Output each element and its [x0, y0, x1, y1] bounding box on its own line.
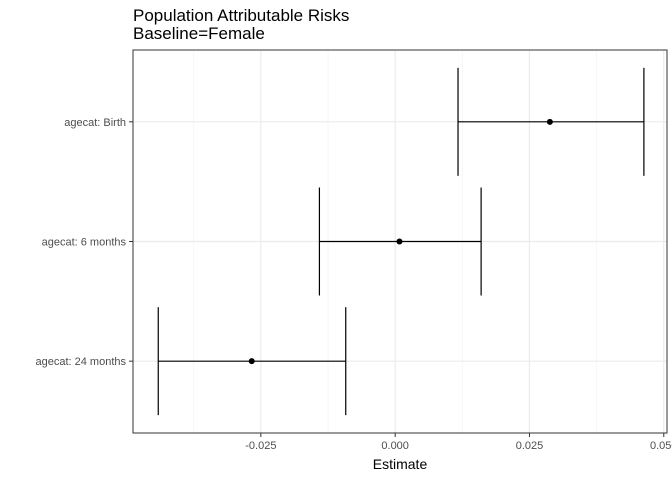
data-layer — [157, 67, 645, 416]
estimate-point — [396, 238, 403, 245]
chart-subtitle: Baseline=Female — [133, 24, 265, 43]
y-tick-label: agecat: 6 months — [42, 237, 127, 249]
axes: -0.025 0.000 0.025 0.050 agecat: Birth agecat… — [35, 117, 672, 452]
x-axis-title: Estimate — [373, 456, 428, 472]
y-tick-label: agecat: Birth — [64, 117, 126, 129]
estimate-point — [248, 358, 255, 365]
chart-title: Population Attributable Risks — [133, 6, 349, 25]
x-tick-label: 0.050 — [650, 440, 672, 452]
x-tick-label: 0.025 — [516, 440, 544, 452]
y-tick-label: agecat: 24 months — [35, 356, 126, 368]
estimate-point — [546, 118, 553, 125]
x-tick-label: 0.000 — [381, 440, 409, 452]
x-tick-label: -0.025 — [245, 440, 276, 452]
